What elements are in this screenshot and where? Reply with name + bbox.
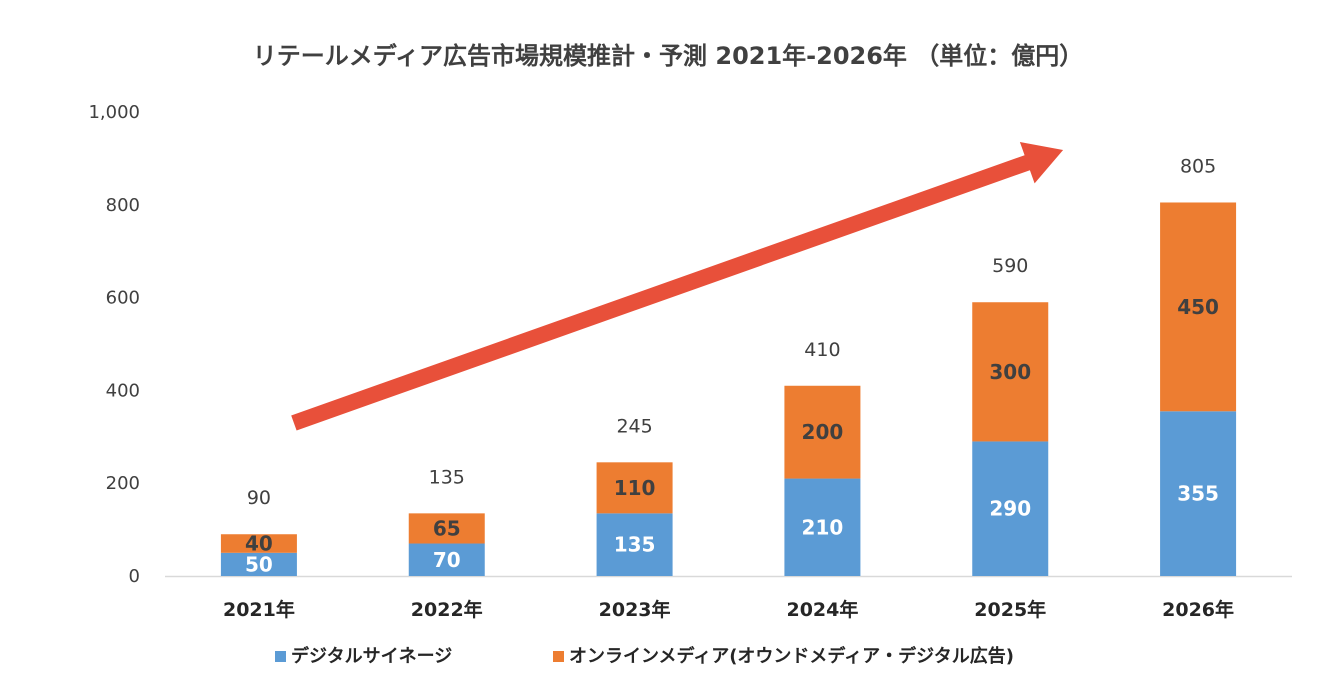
bar-segment-digital-signage bbox=[408, 543, 485, 576]
bar-value-label: 200 bbox=[802, 420, 844, 444]
legend-swatch bbox=[553, 651, 564, 662]
bar-value-label: 110 bbox=[614, 476, 656, 500]
x-tick-label: 2021年 bbox=[223, 598, 295, 621]
bar-total-label: 410 bbox=[804, 339, 840, 361]
y-tick-label: 600 bbox=[106, 288, 140, 309]
bar-segment-online-media bbox=[1160, 202, 1237, 412]
bar-total-label: 245 bbox=[616, 415, 652, 437]
x-tick-label: 2024年 bbox=[786, 598, 858, 621]
bar-segment-digital-signage bbox=[220, 552, 297, 576]
bar-value-label: 50 bbox=[245, 552, 273, 576]
bar-value-label: 65 bbox=[433, 516, 461, 540]
bar-segment-digital-signage bbox=[972, 441, 1049, 576]
trend-arrow bbox=[291, 142, 1064, 431]
x-tick-label: 2026年 bbox=[1162, 598, 1234, 621]
bar-value-label: 70 bbox=[433, 548, 461, 572]
bar-segment-online-media bbox=[972, 302, 1049, 442]
bars-group bbox=[220, 202, 1237, 576]
bar-segment-digital-signage bbox=[596, 513, 673, 576]
bar-total-label: 135 bbox=[429, 466, 465, 488]
bar-total-label: 90 bbox=[247, 487, 271, 509]
bar-total-label: 805 bbox=[1180, 155, 1216, 177]
bar-value-label: 40 bbox=[245, 532, 273, 556]
trend-arrow-group bbox=[291, 142, 1064, 431]
bar-segment-online-media bbox=[784, 385, 861, 479]
x-tick-label: 2025年 bbox=[974, 598, 1046, 621]
bar-segment-online-media bbox=[596, 462, 673, 514]
legend-group: デジタルサイネージ オンラインメディア(オウンドメディア・デジタル広告) bbox=[275, 645, 1014, 667]
y-tick-label: 400 bbox=[106, 380, 140, 401]
bar-value-label: 135 bbox=[614, 533, 656, 557]
legend-label: オンラインメディア(オウンドメディア・デジタル広告) bbox=[569, 645, 1014, 667]
bar-value-label: 290 bbox=[989, 497, 1031, 521]
bar-value-label: 210 bbox=[802, 515, 844, 539]
bar-segment-online-media bbox=[408, 513, 485, 544]
axis-group: 0 200 400 600 800 1,000 2021年 2022年 2023年 2024年 20… bbox=[88, 102, 1292, 621]
y-tick-label: 200 bbox=[106, 473, 140, 494]
x-tick-label: 2023年 bbox=[599, 598, 671, 621]
x-tick-label: 2022年 bbox=[411, 598, 483, 621]
legend-swatch bbox=[275, 651, 286, 662]
chart-title: リテールメディア広告市場規模推計・予測 2021年-2026年 （単位：億円） bbox=[253, 42, 1084, 70]
y-tick-label: 1,000 bbox=[88, 102, 140, 123]
bar-value-label: 450 bbox=[1177, 295, 1219, 319]
bar-total-label: 590 bbox=[992, 255, 1028, 277]
y-tick-label: 800 bbox=[106, 195, 140, 216]
legend-label: デジタルサイネージ bbox=[291, 645, 452, 667]
bar-segment-digital-signage bbox=[1160, 411, 1237, 576]
bar-value-label: 355 bbox=[1177, 482, 1219, 506]
bar-segment-digital-signage bbox=[784, 478, 861, 576]
bar-segment-online-media bbox=[220, 534, 297, 553]
y-tick-label: 0 bbox=[129, 566, 140, 587]
bar-value-label: 300 bbox=[989, 360, 1031, 384]
